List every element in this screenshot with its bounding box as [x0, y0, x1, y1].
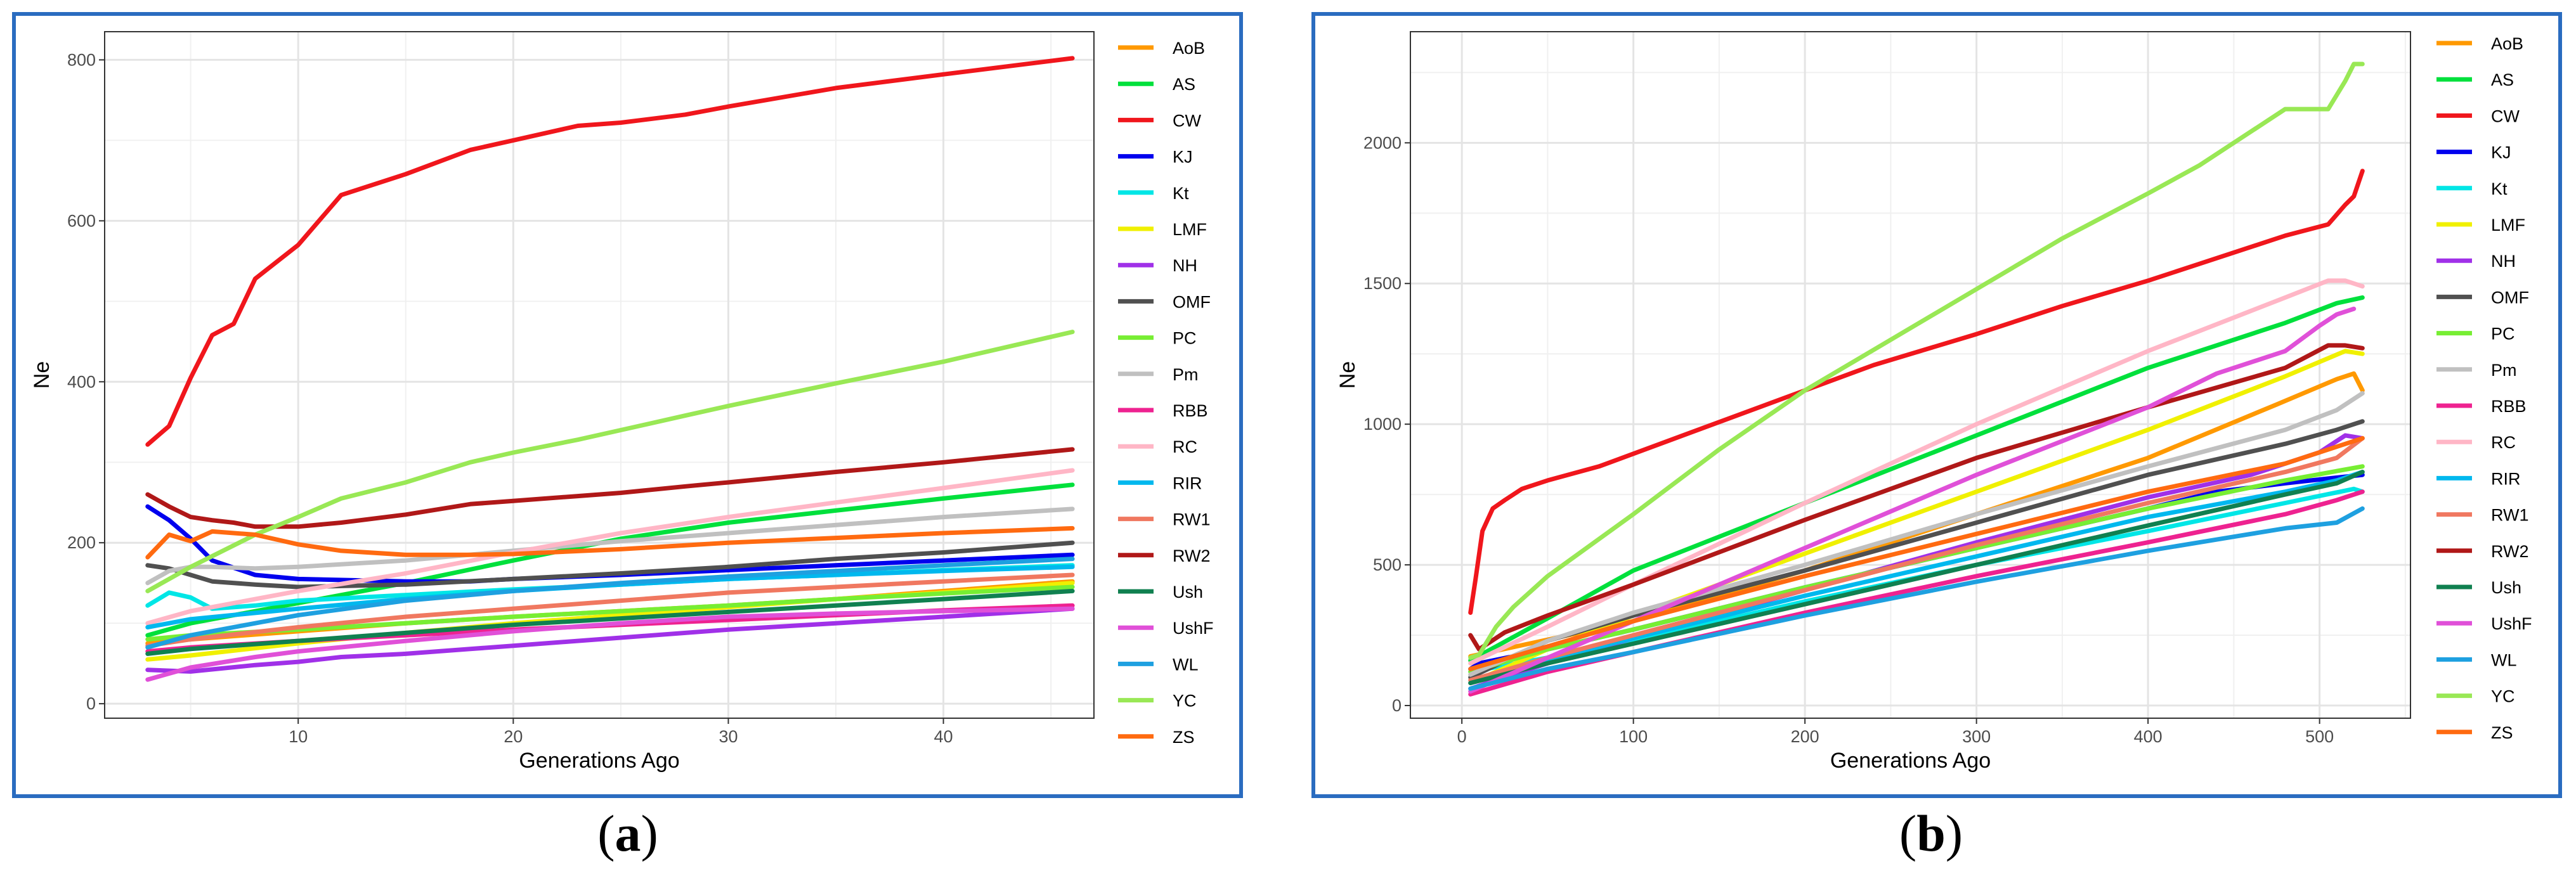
- legend-label-RW2: RW2: [1173, 546, 1211, 565]
- y-tick-label-b: 2000: [1363, 133, 1402, 152]
- series-line-CW: [145, 56, 1075, 447]
- legend-label-RW1: RW1: [2491, 506, 2529, 525]
- legend-label-NH: NH: [1173, 256, 1197, 275]
- legend-label-Kt: Kt: [1173, 184, 1189, 203]
- legend-label-Pm: Pm: [2491, 361, 2517, 380]
- legend-label-RC: RC: [1173, 437, 1197, 456]
- legend-label-KJ: KJ: [1173, 148, 1193, 167]
- series-line-Ush: [145, 588, 1075, 656]
- legend-label-AS: AS: [1173, 75, 1195, 94]
- series-line-RW1: [1468, 435, 2365, 683]
- legend-label-WL: WL: [2491, 650, 2517, 669]
- legend-label-RBB: RBB: [2491, 397, 2527, 416]
- y-tick-label-b: 0: [1392, 696, 1402, 715]
- legend-label-PC: PC: [1173, 329, 1197, 348]
- series-line-ZS: [1468, 435, 2365, 671]
- x-tick-label-b: 100: [1619, 727, 1648, 746]
- legend-label-Ush: Ush: [1173, 583, 1203, 602]
- x-tick-label-b: 400: [2134, 727, 2163, 746]
- caption-b-letter: b: [1916, 804, 1946, 862]
- series-line-RC: [145, 468, 1075, 626]
- legend-label-CW: CW: [2491, 106, 2520, 126]
- x-tick-label-b: 300: [1962, 727, 1991, 746]
- legend-label-Ush: Ush: [2491, 578, 2521, 597]
- y-axis-label-a: Ne: [30, 361, 54, 389]
- legend-label-RW2: RW2: [2491, 542, 2529, 561]
- legend-label-YC: YC: [1173, 692, 1197, 711]
- legend-label-PC: PC: [2491, 325, 2515, 344]
- series-line-YC: [1468, 61, 2365, 661]
- series-line-UshF: [1468, 306, 2357, 694]
- y-tick-label-b: 1500: [1363, 274, 1402, 293]
- legend-label-RC: RC: [2491, 433, 2516, 452]
- x-axis-label-a: Generations Ago: [519, 749, 679, 773]
- series-line-RC: [1468, 278, 2365, 666]
- legend-label-NH: NH: [2491, 252, 2516, 271]
- caption-b: (b): [1899, 804, 1963, 862]
- series-line-RIR: [1468, 470, 2365, 685]
- legend-label-Pm: Pm: [1173, 365, 1199, 384]
- series-line-WL: [145, 557, 1075, 650]
- legend-label-WL: WL: [1173, 655, 1199, 674]
- legend-label-AS: AS: [2491, 70, 2514, 89]
- x-tick-label-b: 200: [1791, 727, 1819, 746]
- legend-label-RIR: RIR: [2491, 469, 2521, 488]
- legend-label-KJ: KJ: [2491, 143, 2511, 162]
- x-tick-label-a: 30: [719, 727, 738, 746]
- series-line-Pm: [1468, 390, 2365, 677]
- series-line-AS: [1468, 295, 2365, 663]
- series-line-ZS: [145, 525, 1075, 560]
- legend-label-YC: YC: [2491, 687, 2515, 706]
- series-line-OMF: [145, 540, 1075, 590]
- y-axis-label-b: Ne: [1336, 361, 1360, 389]
- legend-label-Kt: Kt: [2491, 179, 2508, 198]
- x-tick-label-b: 0: [1457, 727, 1467, 746]
- legend-label-OMF: OMF: [2491, 288, 2529, 307]
- series-line-WL: [1468, 506, 2365, 691]
- legend-label-OMF: OMF: [1173, 292, 1211, 311]
- y-tick-label-b: 500: [1373, 555, 1402, 574]
- x-tick-label-b: 500: [2305, 727, 2334, 746]
- series-line-RW2: [1468, 343, 2365, 652]
- legend-label-UshF: UshF: [1173, 619, 1214, 638]
- legend-label-CW: CW: [1173, 111, 1201, 130]
- legend-label-RW1: RW1: [1173, 510, 1211, 529]
- chart-b-svg: 0 100 200 300 400 500 0 500 1000 1500 2000 Generati…: [1336, 31, 2532, 773]
- legend-label-AoB: AoB: [2491, 34, 2523, 53]
- legend-label-ZS: ZS: [1173, 728, 1195, 747]
- series-line-NH: [145, 606, 1075, 674]
- series-line-CW: [1468, 169, 2365, 616]
- legend-label-LMF: LMF: [1173, 220, 1207, 239]
- x-tick-label-a: 20: [504, 727, 523, 746]
- y-tick-label-a: 400: [67, 372, 96, 391]
- series-line-RW1: [145, 572, 1075, 648]
- legend-label-RIR: RIR: [1173, 474, 1202, 493]
- plot-border-b: [1410, 31, 2411, 719]
- y-tick-label-a: 0: [86, 694, 96, 713]
- y-tick-label-a: 600: [67, 211, 96, 230]
- chart-panel-b: 0 100 200 300 400 500 0 500 1000 1500 2000 Generati…: [1311, 12, 2562, 798]
- caption-a: (a): [597, 804, 658, 862]
- series-line-YC: [145, 330, 1075, 593]
- caption-a-letter: a: [615, 804, 641, 862]
- legend-label-AoB: AoB: [1173, 39, 1205, 58]
- y-tick-label-a: 800: [67, 50, 96, 69]
- y-tick-label-a: 200: [67, 533, 96, 552]
- series-line-UshF: [145, 606, 1075, 682]
- legend-label-RBB: RBB: [1173, 401, 1208, 420]
- chart-panel-a: 10 20 30 40 0 200 400 600 800 Generations Ago Ne Ao…: [12, 12, 1243, 798]
- series-line-Ush: [1468, 470, 2365, 685]
- legend-label-LMF: LMF: [2491, 216, 2525, 235]
- legend-label-UshF: UshF: [2491, 614, 2532, 633]
- x-tick-label-a: 10: [289, 727, 308, 746]
- series-line-RW2: [145, 447, 1075, 529]
- y-tick-label-b: 1000: [1363, 415, 1402, 434]
- x-axis-label-b: Generations Ago: [1830, 749, 1991, 773]
- plot-border-a: [104, 31, 1095, 719]
- x-tick-label-a: 40: [934, 727, 953, 746]
- legend-label-ZS: ZS: [2491, 723, 2513, 742]
